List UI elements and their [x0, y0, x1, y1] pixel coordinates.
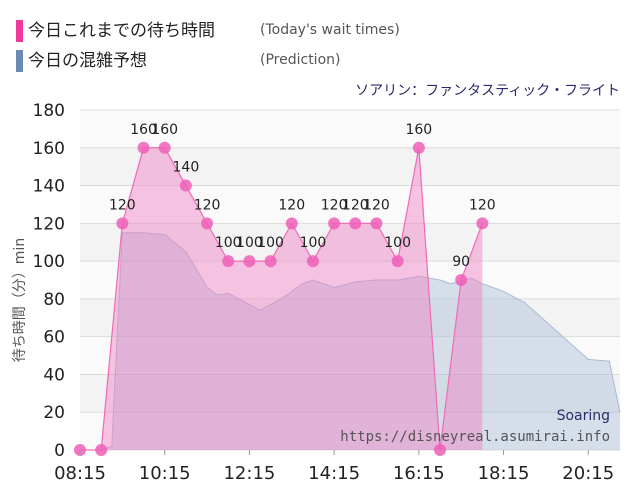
data-label: 120	[342, 197, 369, 213]
legend-today-swatch	[16, 20, 23, 42]
legend-prediction-swatch	[16, 50, 23, 72]
y-tick-label: 180	[33, 101, 65, 121]
data-label: 120	[469, 197, 496, 213]
data-label: 160	[405, 122, 432, 138]
plot-band	[80, 412, 620, 450]
plot-band	[80, 336, 620, 375]
today-point	[201, 217, 214, 230]
plot-background	[80, 110, 620, 450]
data-label: 120	[321, 197, 348, 213]
today-area	[80, 147, 483, 450]
data-label: 120	[278, 197, 305, 213]
plot-band	[80, 298, 620, 337]
y-tick-label: 120	[33, 214, 65, 234]
data-label: 100	[215, 235, 242, 251]
data-label: 90	[452, 254, 470, 270]
y-axis-label: 待ち時間（分）min	[12, 238, 28, 362]
y-tick-label: 140	[33, 177, 65, 197]
legend-prediction-label: 今日の混雑予想	[28, 51, 147, 71]
today-point	[264, 255, 277, 268]
watermark-url: https://disneyreal.asumirai.info	[340, 429, 610, 445]
data-label: 120	[363, 197, 390, 213]
plot-band	[80, 261, 620, 299]
today-point	[434, 444, 446, 456]
today-point	[95, 444, 108, 456]
data-label: 100	[300, 235, 327, 251]
data-label: 120	[109, 197, 136, 213]
data-label: 120	[194, 197, 221, 213]
prediction-series	[80, 232, 621, 451]
plot-band	[80, 185, 620, 224]
today-point	[391, 255, 404, 268]
y-tick-label: 60	[43, 328, 65, 348]
x-tick-label: 10:15	[139, 463, 191, 484]
y-tick-label: 40	[43, 365, 65, 385]
data-label: 100	[236, 235, 263, 251]
today-point	[476, 217, 489, 230]
today-point	[158, 141, 171, 154]
watermark-name: Soaring	[557, 408, 610, 424]
data-label: 100	[384, 235, 411, 251]
x-tick-label: 14:15	[308, 463, 360, 484]
plot-band	[80, 374, 620, 413]
x-axis-ticks: 08:15 10:15 12:15 14:15 16:15 18:15 20:15	[54, 450, 614, 484]
today-point	[243, 255, 256, 268]
y-tick-label: 100	[33, 252, 65, 272]
today-point	[285, 217, 298, 230]
attraction-title: ソアリン：ファンタスティック・フライト	[355, 83, 620, 99]
today-point	[328, 217, 341, 230]
today-series	[74, 141, 489, 456]
y-tick-label: 160	[33, 139, 65, 159]
data-labels: 1201601601401201001001001201001201201201…	[109, 122, 496, 270]
today-point	[349, 217, 362, 230]
y-axis-ticks: 0 20 40 60 80 100 120 140 160 180	[33, 101, 65, 461]
legend-today-label: 今日これまでの待ち時間	[28, 21, 215, 41]
today-point	[370, 217, 383, 230]
x-tick-label: 08:15	[54, 463, 106, 484]
today-point	[412, 141, 425, 154]
prediction-area	[80, 232, 620, 450]
prediction-line	[80, 232, 621, 451]
x-tick-label: 20:15	[562, 463, 614, 484]
today-point	[137, 141, 150, 154]
y-tick-label: 20	[43, 403, 65, 423]
x-tick-label: 16:15	[393, 463, 445, 484]
plot-band	[80, 147, 620, 186]
legend-today-note: (Today's wait times)	[260, 22, 400, 38]
data-label: 100	[257, 235, 284, 251]
y-tick-label: 0	[54, 441, 65, 461]
legend-prediction: 今日の混雑予想 (Prediction)	[16, 48, 436, 72]
data-label: 160	[130, 122, 157, 138]
legend-prediction-note: (Prediction)	[260, 52, 341, 68]
today-point	[306, 255, 319, 268]
x-tick-label: 12:15	[223, 463, 275, 484]
data-label: 140	[173, 160, 200, 176]
data-label: 160	[151, 122, 178, 138]
today-point	[179, 179, 192, 192]
plot-band	[80, 223, 620, 262]
plot-band	[80, 110, 620, 148]
today-point	[455, 274, 468, 286]
today-point	[222, 255, 235, 268]
today-point	[116, 217, 129, 230]
legend-today: 今日これまでの待ち時間 (Today's wait times)	[16, 18, 436, 42]
x-tick-label: 18:15	[478, 463, 530, 484]
y-tick-label: 80	[43, 290, 65, 310]
